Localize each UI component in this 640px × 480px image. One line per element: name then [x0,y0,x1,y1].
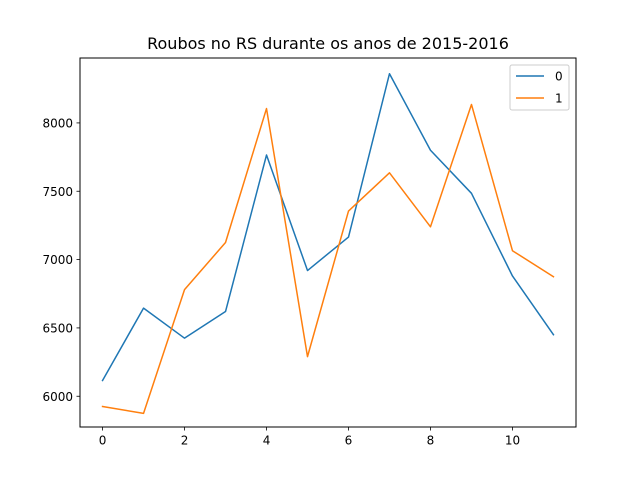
x-tick-label: 6 [345,434,353,448]
y-tick-label: 7500 [42,185,73,199]
legend-label-1: 1 [555,92,563,106]
plot-frame [79,57,577,428]
y-axis: 6000 6500 7000 7500 8000 [42,116,80,404]
series-line-0 [101,72,555,382]
y-tick-label: 6000 [42,390,73,404]
y-tick-label: 8000 [42,116,73,130]
legend: 0 1 [509,64,570,111]
y-tick-label: 7000 [42,253,73,267]
legend-label-0: 0 [555,70,563,84]
plot-lines [101,72,555,415]
y-tick-label: 6500 [42,321,73,335]
x-tick-label: 8 [427,434,435,448]
x-tick-label: 4 [263,434,271,448]
x-tick-label: 10 [505,434,520,448]
x-axis: 0 2 4 6 8 10 [99,427,520,448]
x-tick-label: 0 [99,434,107,448]
chart-title: Roubos no RS durante os anos de 2015-201… [147,34,509,53]
x-tick-label: 2 [181,434,189,448]
series-line-1 [101,103,555,415]
